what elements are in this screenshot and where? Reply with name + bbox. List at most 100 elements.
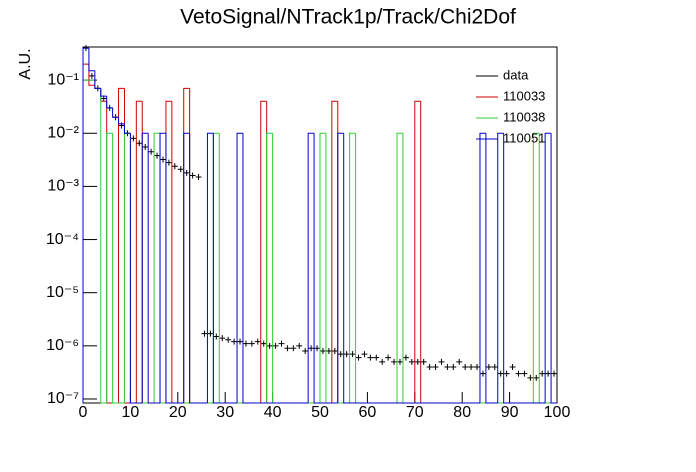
data-point — [325, 347, 332, 354]
histogram-bin — [343, 133, 350, 404]
histogram-bin — [106, 101, 113, 404]
histogram-bin — [135, 100, 143, 403]
data-point — [165, 159, 172, 166]
data-point — [497, 370, 504, 377]
histogram-bin — [112, 107, 119, 118]
data-point — [545, 370, 552, 377]
histogram-bin — [331, 100, 338, 403]
data-point — [533, 374, 540, 381]
histogram-bin — [260, 100, 267, 403]
data-point — [485, 363, 492, 370]
data-point — [148, 148, 155, 155]
x-tick-label: 50 — [311, 404, 329, 421]
data-point — [450, 363, 457, 370]
data-point — [237, 338, 243, 345]
y-tick-label: 10⁻⁷ — [47, 390, 79, 407]
histogram-bin — [100, 88, 107, 97]
data-point — [515, 370, 522, 377]
data-point — [343, 351, 350, 358]
histogram-bin — [550, 133, 557, 404]
y-tick-label: 10⁻¹ — [47, 71, 79, 88]
data-point — [177, 166, 184, 173]
histogram-bin — [497, 132, 504, 403]
data-point — [408, 358, 415, 365]
data-point — [171, 163, 178, 170]
histogram-bin — [414, 100, 421, 403]
histogram-bin — [206, 132, 214, 403]
data-point — [290, 345, 297, 352]
legend-label: 110033 — [503, 88, 545, 103]
data-point — [462, 363, 469, 370]
data-point — [456, 358, 463, 365]
histogram-bin — [189, 133, 196, 404]
histogram-bin — [123, 123, 131, 134]
histogram-bin — [88, 48, 95, 72]
histogram-bin — [503, 133, 510, 404]
histogram-bin — [337, 101, 344, 404]
data-point — [260, 340, 267, 347]
histogram-bin — [355, 133, 362, 404]
x-tick-label: 70 — [406, 404, 424, 421]
data-point — [213, 333, 220, 340]
histogram-bin — [218, 133, 226, 404]
histogram-bin — [141, 132, 149, 403]
data-point — [337, 351, 344, 358]
histogram-bin — [123, 132, 131, 403]
histogram-bin — [272, 133, 279, 404]
data-point — [355, 354, 362, 361]
data-point — [231, 338, 238, 345]
x-tick-label: 0 — [79, 404, 88, 421]
histogram-bin — [183, 87, 190, 403]
x-tick-label: 100 — [544, 404, 571, 421]
data-point — [219, 335, 226, 342]
histogram-bin — [118, 87, 125, 403]
data-point — [201, 330, 208, 337]
histogram-bin — [337, 132, 344, 403]
histogram-bin — [82, 79, 89, 403]
data-point — [474, 363, 480, 370]
data-point — [284, 345, 291, 352]
data-point — [491, 363, 498, 370]
histogram-bin — [106, 132, 113, 403]
y-tick-label: 10⁻³ — [47, 178, 79, 195]
data-point — [320, 347, 326, 354]
data-point — [539, 370, 546, 377]
data-point — [189, 172, 196, 179]
histogram-bin — [183, 132, 190, 403]
data-point — [432, 363, 439, 370]
data-point — [154, 152, 161, 159]
data-point — [367, 354, 374, 361]
histogram-bin — [106, 96, 113, 109]
data-point — [373, 354, 380, 361]
histogram-bin — [171, 101, 178, 404]
histogram-bin — [165, 133, 172, 404]
data-point — [296, 342, 303, 349]
y-tick-label: 10⁻⁵ — [46, 284, 79, 301]
histogram-bin — [266, 101, 273, 404]
histogram-bin — [538, 133, 546, 404]
data-point — [308, 345, 315, 352]
histogram-bin — [147, 133, 155, 404]
data-point — [509, 363, 516, 370]
data-point — [379, 358, 386, 365]
data-point — [88, 72, 95, 79]
histogram-bin — [307, 132, 315, 403]
histogram-bin — [159, 132, 166, 403]
data-point — [118, 122, 125, 129]
histogram-bin — [266, 132, 273, 403]
histogram-bin — [82, 63, 89, 403]
histogram-bin — [349, 132, 356, 403]
x-tick-label: 90 — [501, 404, 519, 421]
histogram-bin — [100, 88, 107, 404]
data-point — [225, 336, 232, 343]
y-tick-label: 10⁻⁶ — [46, 337, 79, 354]
histogram-bin — [325, 133, 332, 404]
data-point — [302, 347, 309, 354]
data-point — [402, 354, 409, 361]
histogram-bin — [82, 47, 89, 403]
histogram-bin — [485, 133, 492, 404]
data-point — [503, 370, 510, 377]
legend-label: 110051 — [503, 130, 545, 145]
data-point — [397, 358, 403, 365]
histogram-bin — [532, 132, 540, 403]
